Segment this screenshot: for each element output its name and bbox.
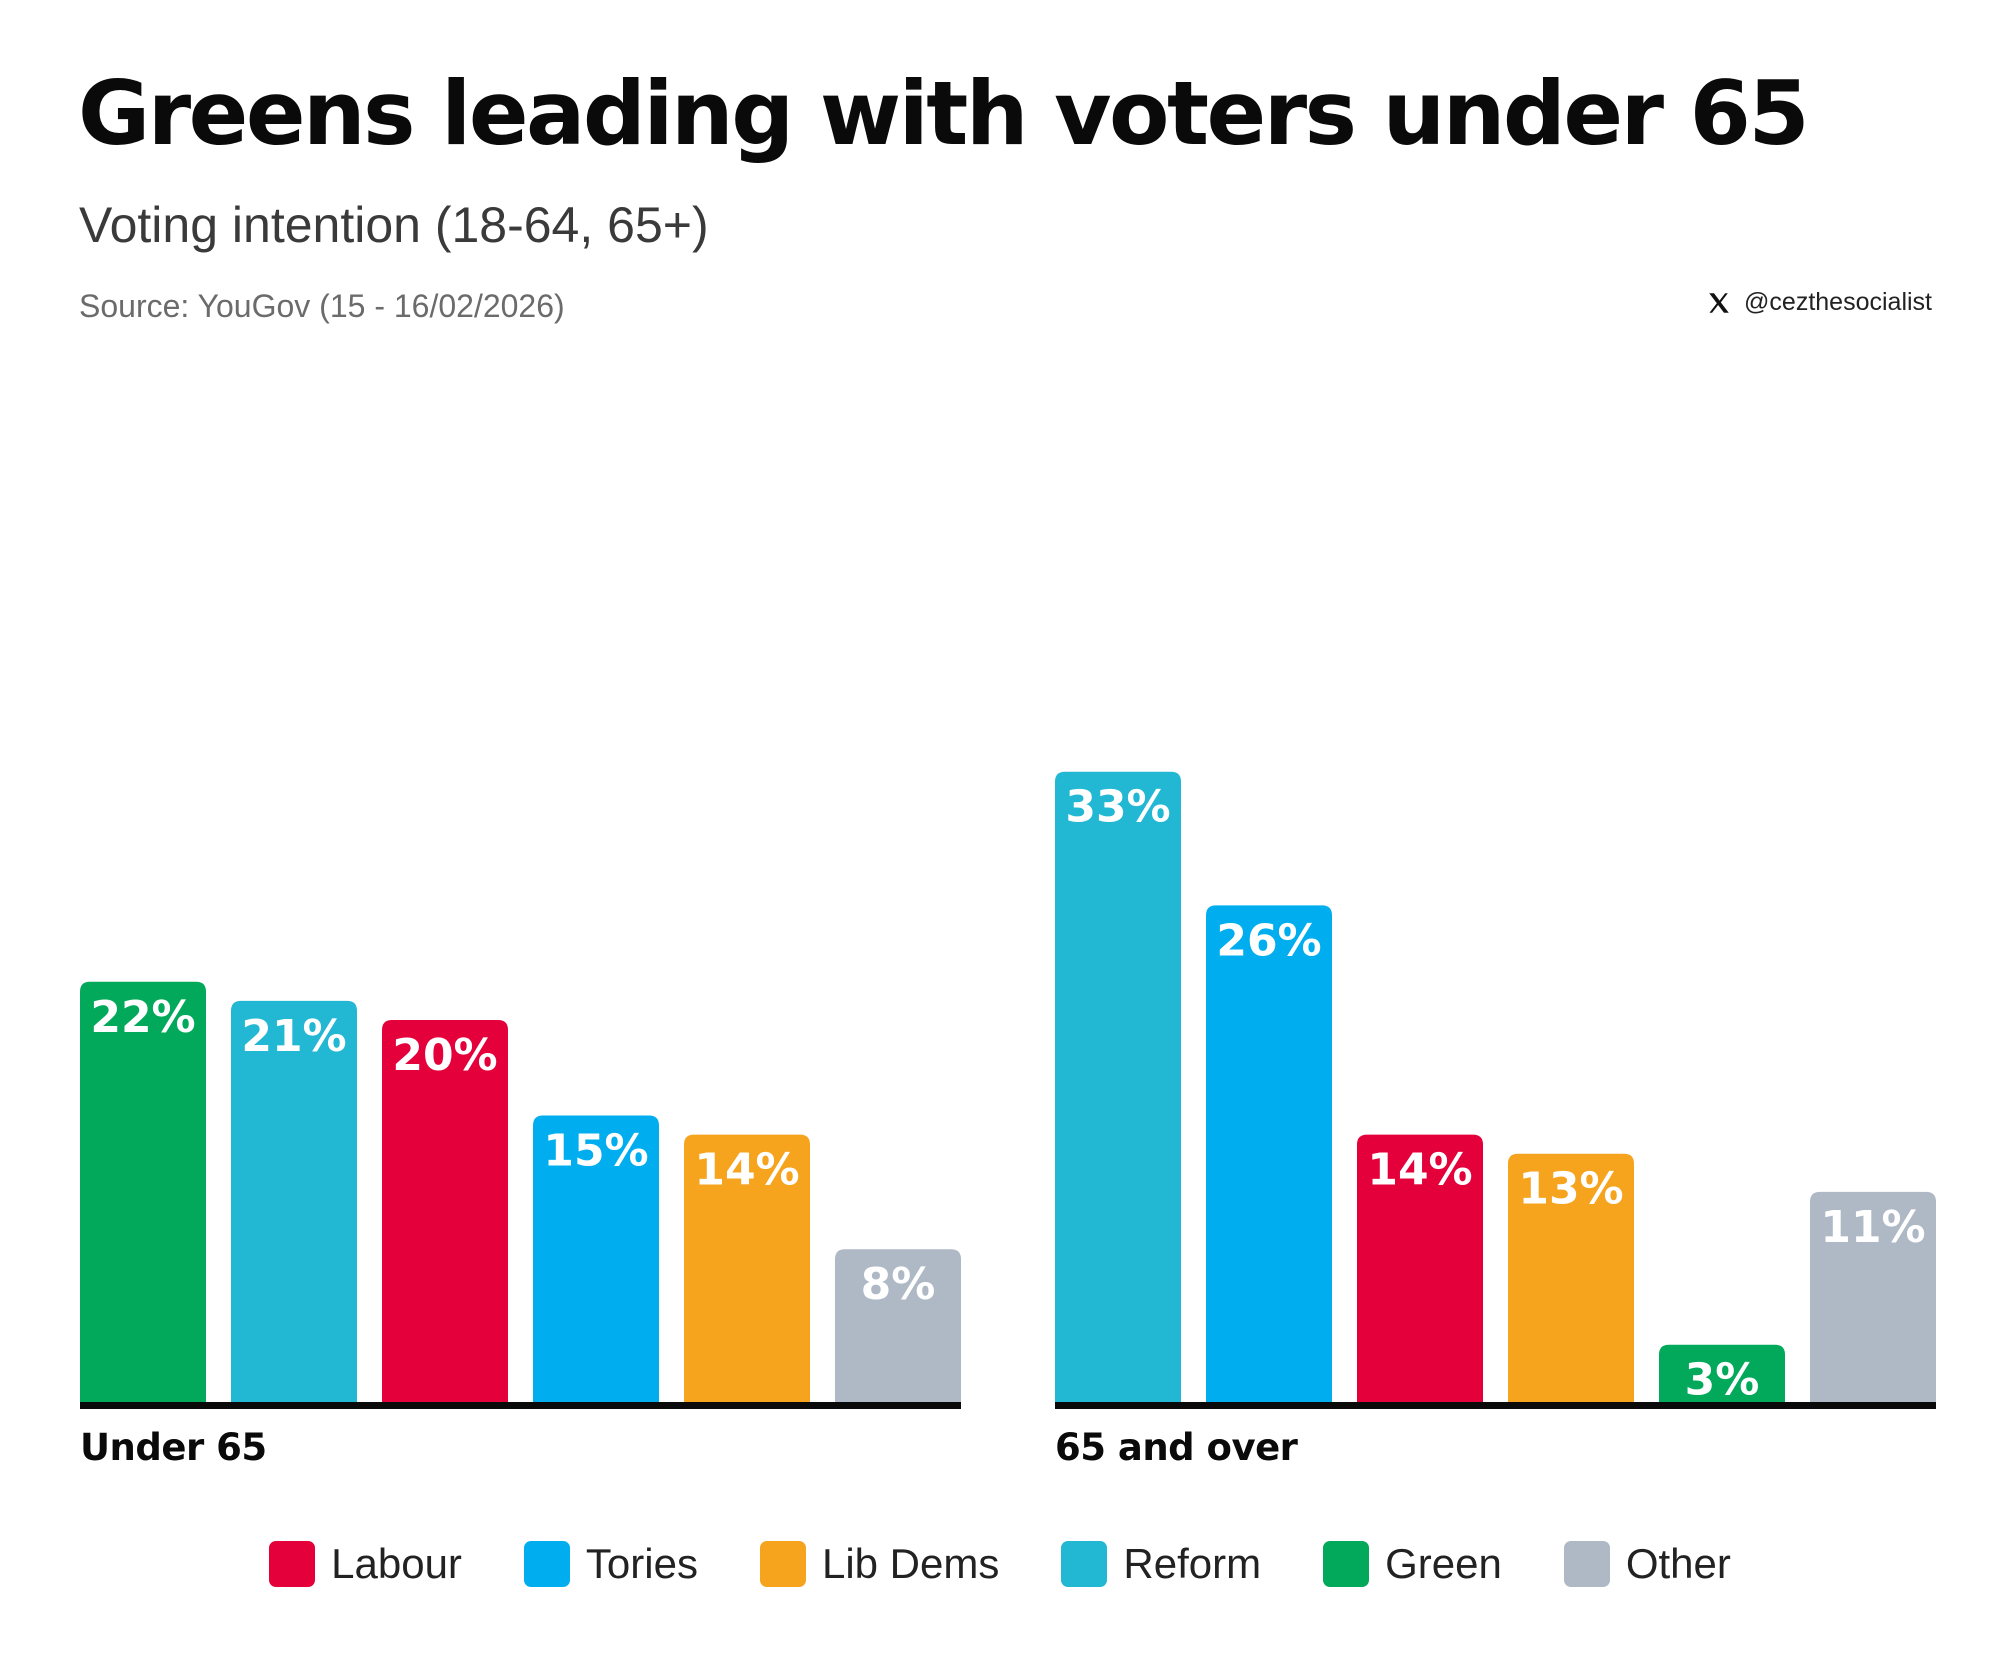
value-label-under-65-labour: 20% (392, 1030, 497, 1081)
chart-title: Greens leading with voters under 65 (78, 62, 1810, 165)
legend-item-tories: Tories (523, 1540, 698, 1588)
credit-handle: @cezthesocialist (1744, 288, 1932, 316)
legend-item-labour: Labour (269, 1540, 462, 1588)
legend-swatch-tories (523, 1541, 570, 1587)
bar-under-65-labour (382, 1020, 508, 1402)
legend-swatch-other (1563, 1541, 1610, 1587)
legend-label-tories: Tories (585, 1540, 698, 1587)
value-label-65-and-over-reform: 33% (1065, 782, 1170, 833)
legend-label-green: Green (1385, 1540, 1502, 1587)
legend-swatch-lib-dems (759, 1541, 806, 1587)
legend-item-reform: Reform (1061, 1540, 1261, 1588)
legend-item-other: Other (1563, 1540, 1731, 1588)
bar-65-and-over-tories (1206, 905, 1332, 1402)
legend-label-labour: Labour (331, 1540, 462, 1587)
legend-swatch-green (1323, 1541, 1370, 1587)
value-label-under-65-lib-dems: 14% (694, 1145, 799, 1196)
value-label-65-and-over-other: 11% (1820, 1202, 1925, 1253)
legend-label-lib-dems: Lib Dems (821, 1540, 1000, 1587)
bar-under-65-reform (231, 1000, 357, 1402)
value-label-under-65-reform: 21% (241, 1011, 346, 1062)
legend: Labour Tories Lib Dems Reform Green Other (0, 1540, 2000, 1588)
bar-65-and-over-green (1659, 1344, 1785, 1402)
axis-line-under-65 (80, 1402, 961, 1409)
value-label-under-65-tories: 15% (543, 1126, 648, 1177)
value-label-65-and-over-lib-dems: 13% (1518, 1164, 1623, 1215)
bar-65-and-over-reform (1055, 771, 1181, 1402)
legend-item-green: Green (1323, 1540, 1502, 1588)
bar-under-65-lib-dems (684, 1134, 810, 1402)
group-label-under-65: Under 65 (80, 1426, 267, 1469)
bar-65-and-over-labour (1357, 1134, 1483, 1402)
value-label-under-65-green: 22% (90, 992, 195, 1043)
bar-65-and-over-lib-dems (1508, 1153, 1634, 1402)
group-label-65-and-over: 65 and over (1055, 1426, 1298, 1469)
source-note: Source: YouGov (15 - 16/02/2026) (79, 288, 565, 324)
value-label-65-and-over-labour: 14% (1367, 1145, 1472, 1196)
legend-swatch-reform (1061, 1541, 1108, 1587)
legend-swatch-labour (269, 1541, 316, 1587)
credit: @cezthesocialist (1706, 288, 1932, 317)
value-label-65-and-over-green: 3% (1685, 1355, 1760, 1406)
x-logo-icon (1709, 292, 1729, 313)
bar-65-and-over-other (1810, 1191, 1936, 1402)
legend-label-other: Other (1625, 1540, 1731, 1587)
legend-label-reform: Reform (1123, 1540, 1262, 1587)
bar-under-65-tories (533, 1115, 659, 1402)
bar-under-65-green (80, 981, 206, 1402)
bar-under-65-other (835, 1249, 961, 1402)
value-label-under-65-other: 8% (861, 1259, 936, 1310)
axis-line-65-and-over (1055, 1402, 1936, 1409)
chart-subtitle: Voting intention (18-64, 65+) (79, 197, 709, 253)
value-label-65-and-over-tories: 26% (1216, 915, 1321, 966)
legend-item-lib-dems: Lib Dems (759, 1540, 1000, 1588)
